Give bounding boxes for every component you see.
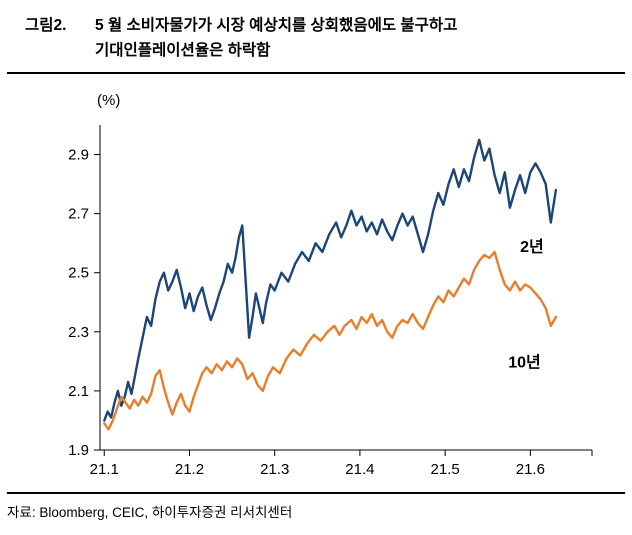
figure-page: 그림2. 5 월 소비자물가가 시장 예상치를 상회했음에도 불구하고 기대인플… (0, 0, 632, 521)
figure-label: 그림2. (25, 17, 67, 34)
y-tick-label: 2.3 (68, 324, 89, 341)
chart-area: (%) 1.9 2.1 2.3 2.5 2.7 2.9 21.1 21.2 21.3 21.4 21… (0, 74, 632, 492)
source-text: 자료: Bloomberg, CEIC, 하이투자증권 리서치센터 (7, 505, 293, 520)
x-tick-label: 21.6 (516, 461, 545, 478)
figure-title-line2: 기대인플레이션율은 하락함 (95, 42, 271, 59)
series-label-2년: 2년 (520, 237, 544, 256)
x-tick-label: 21.5 (431, 461, 460, 478)
x-tick-label: 21.1 (90, 461, 119, 478)
y-tick-label: 2.1 (68, 383, 89, 400)
figure-title-line1: 5 월 소비자물가가 시장 예상치를 상회했음에도 불구하고 (95, 17, 458, 34)
y-tick-label: 2.5 (68, 265, 89, 282)
series-line-2년 (103, 138, 558, 422)
y-axis-unit-label: (%) (97, 92, 121, 109)
series-line-10년 (103, 250, 558, 431)
y-tick-label: 2.7 (68, 206, 89, 223)
x-tick-label: 21.4 (345, 461, 374, 478)
y-tick-label: 2.9 (68, 147, 89, 164)
x-tick-label: 21.3 (260, 461, 289, 478)
header-divider (7, 72, 625, 74)
figure-header: 그림2. 5 월 소비자물가가 시장 예상치를 상회했음에도 불구하고 기대인플… (0, 0, 632, 63)
figure-footer: 자료: Bloomberg, CEIC, 하이투자증권 리서치센터 (7, 492, 625, 521)
x-tick-label: 21.2 (175, 461, 204, 478)
line-chart: 1.9 2.1 2.3 2.5 2.7 2.9 21.1 21.2 21.3 21.4 21.5 21… (68, 125, 593, 478)
figure-title: 5 월 소비자물가가 시장 예상치를 상회했음에도 불구하고 기대인플레이션율은… (95, 13, 620, 63)
y-tick-label: 1.9 (68, 442, 89, 459)
series-label-10년: 10년 (508, 352, 541, 371)
